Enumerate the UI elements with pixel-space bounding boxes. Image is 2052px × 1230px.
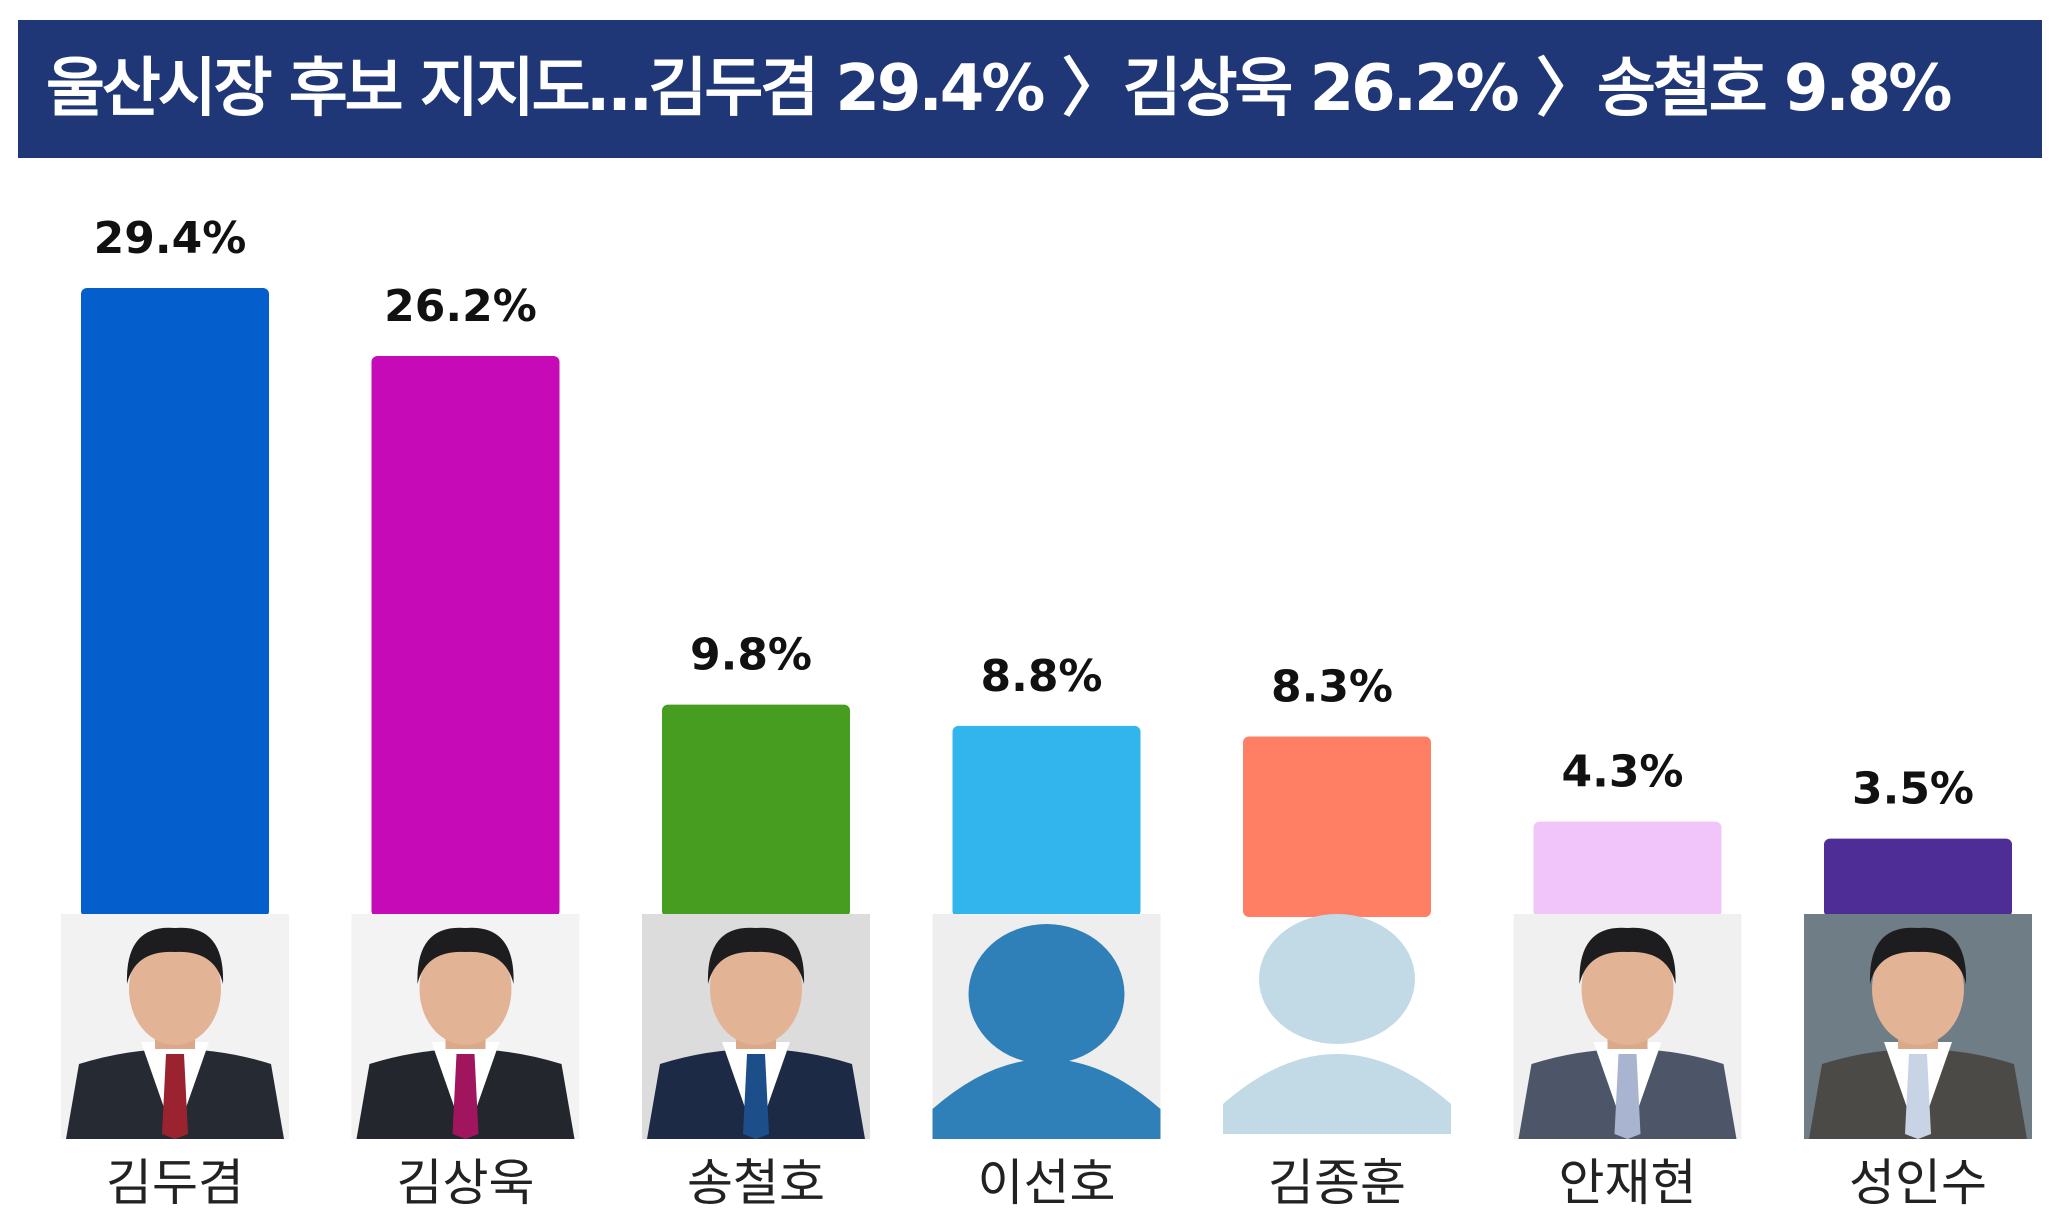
bar-2	[371, 356, 560, 917]
photo-hair	[1579, 927, 1676, 984]
bar-7	[1824, 838, 2012, 917]
category-label-4: 이선호	[978, 1154, 1116, 1212]
category-label-7: 성인수	[1849, 1154, 1987, 1212]
candidate-photo-3	[642, 914, 870, 1139]
photo-face	[129, 933, 221, 1045]
photo-face	[1581, 933, 1674, 1045]
photo-tie	[743, 1054, 769, 1139]
data-label-6: 4.3%	[1561, 747, 1683, 798]
candidate-photo-1	[61, 914, 289, 1139]
photo-tie	[1905, 1054, 1931, 1139]
photo-hair	[126, 927, 224, 984]
placeholder-head	[968, 924, 1125, 1064]
photo-face	[1872, 933, 1964, 1045]
photos-layer	[61, 914, 2032, 1139]
candidate-photo-6	[1513, 914, 1742, 1139]
photo-tie	[1614, 1054, 1641, 1139]
candidate-photo-5	[1223, 914, 1451, 1134]
data-label-2: 26.2%	[384, 281, 537, 332]
category-label-5: 김종훈	[1268, 1154, 1406, 1212]
candidate-photo-4	[932, 914, 1161, 1139]
photo-hair	[707, 927, 805, 984]
bar-3	[662, 704, 850, 917]
candidate-photo-2	[351, 914, 580, 1139]
data-label-1: 29.4%	[94, 213, 247, 264]
photo-hair	[1869, 927, 1967, 984]
data-label-5: 8.3%	[1271, 662, 1393, 713]
data-label-3: 9.8%	[690, 630, 812, 681]
category-label-2: 김상욱	[397, 1154, 535, 1212]
bar-5	[1243, 736, 1431, 917]
data-label-4: 8.8%	[980, 651, 1102, 702]
chart-title: 울산시장 후보 지지도…김두겸 29.4% 〉김상욱 26.2% 〉송철호 9.…	[46, 52, 1952, 126]
data-label-7: 3.5%	[1852, 764, 1974, 815]
placeholder-head	[1259, 914, 1415, 1044]
photo-tie	[452, 1054, 479, 1139]
photo-tie	[162, 1054, 188, 1139]
bar-1	[81, 288, 269, 917]
category-label-1: 김두겸	[106, 1154, 244, 1212]
category-label-6: 안재현	[1559, 1154, 1697, 1212]
placeholder-body	[932, 1059, 1161, 1139]
candidate-photo-7	[1804, 914, 2032, 1139]
photo-face	[710, 933, 802, 1045]
category-label-3: 송철호	[687, 1154, 825, 1212]
bars-layer	[81, 288, 2012, 917]
bar-6	[1533, 821, 1722, 917]
labels-layer: 29.4% 김두겸 26.2% 김상욱 9.8% 송철호 8.8% 이선호 8.3% 김종훈 4.3…	[94, 213, 1987, 1212]
bar-4	[952, 725, 1141, 917]
photo-hair	[417, 927, 514, 984]
placeholder-body	[1223, 1054, 1451, 1134]
title-banner: 울산시장 후보 지지도…김두겸 29.4% 〉김상욱 26.2% 〉송철호 9.…	[18, 20, 2042, 158]
photo-face	[419, 933, 512, 1045]
